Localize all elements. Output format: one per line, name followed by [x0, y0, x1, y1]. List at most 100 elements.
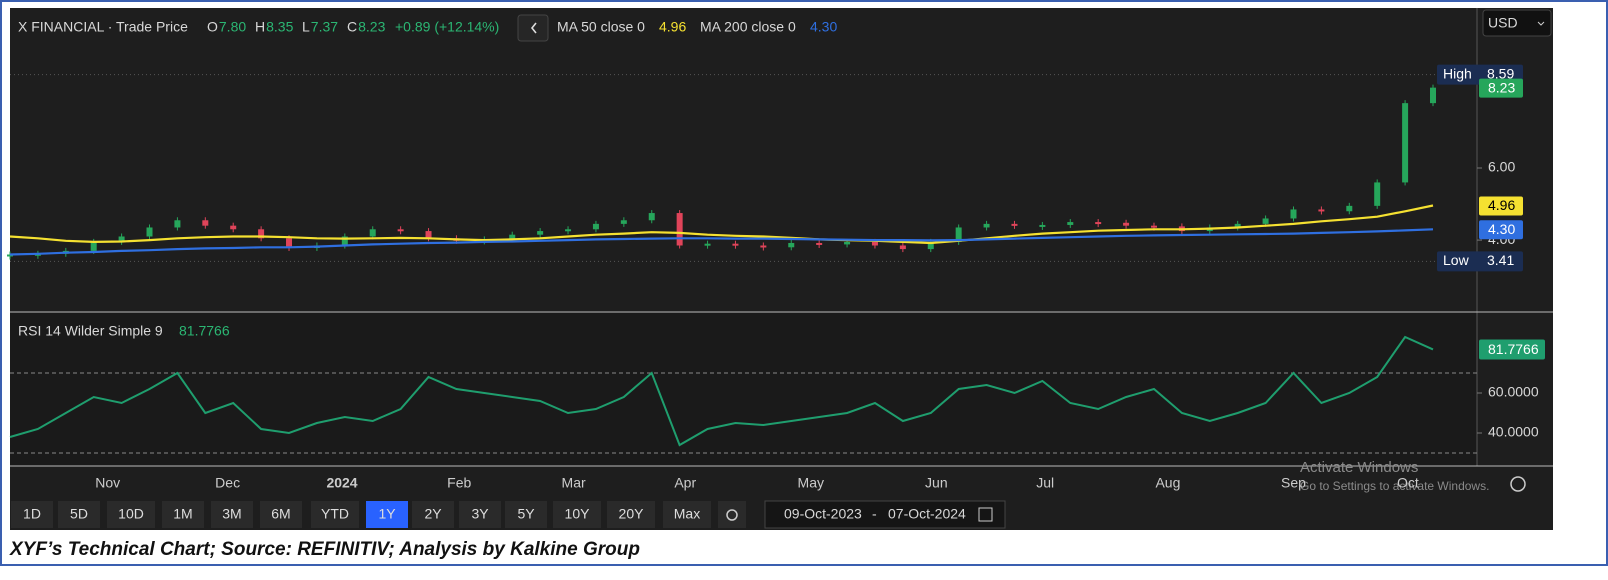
x-tick-label: Jul [1036, 475, 1054, 491]
calendar-icon[interactable] [978, 507, 993, 522]
range-label: 10D [118, 506, 144, 522]
badge [1437, 251, 1523, 272]
range-label: 3M [222, 506, 241, 522]
caret [1537, 21, 1545, 26]
y-tick-label: 6.00 [1488, 159, 1515, 175]
caption: XYF’s Technical Chart; Source: REFINITIV… [9, 539, 640, 560]
x-tick-label: 2024 [326, 475, 357, 491]
candle [1374, 182, 1381, 206]
candle [676, 213, 683, 246]
ohlc-label: C [347, 19, 357, 35]
date-range[interactable] [764, 500, 1006, 529]
range-button[interactable] [211, 501, 253, 528]
candle [1290, 209, 1297, 219]
rsi-badge-value: 81.7766 [1488, 341, 1539, 357]
candle [90, 241, 97, 251]
candle [704, 243, 711, 246]
currency-select[interactable] [1482, 9, 1552, 37]
settings-icon[interactable] [1510, 476, 1526, 492]
range-label: 1M [173, 506, 192, 522]
range-label: 1D [23, 506, 41, 522]
range-button[interactable] [607, 501, 655, 528]
candle [620, 220, 627, 224]
candle [1234, 223, 1241, 228]
x-tick-label: Dec [215, 475, 240, 491]
ma200-value: 4.30 [810, 19, 837, 35]
rsi-badge [1479, 339, 1545, 360]
ma200-label: MA 200 close 0 [700, 19, 796, 35]
candle [341, 236, 348, 246]
symbol: X FINANCIAL · Trade Price [18, 19, 188, 35]
range-button[interactable] [311, 501, 359, 528]
range-label: 6M [271, 506, 290, 522]
range-label: 10Y [565, 506, 591, 522]
ma-badge [1479, 196, 1523, 216]
range-button[interactable] [459, 501, 501, 528]
candle [397, 229, 404, 232]
candle [509, 234, 516, 240]
candle [369, 229, 376, 237]
candle [1095, 222, 1102, 225]
date-from: 09-Oct-2023 [784, 506, 862, 522]
candle [1402, 103, 1409, 183]
range-button[interactable] [663, 501, 711, 528]
range-button[interactable] [553, 501, 601, 528]
range-label: Max [674, 506, 700, 522]
x-tick-label: Oct [1397, 475, 1419, 491]
ohlc-value: 7.80 [219, 19, 246, 35]
candle [844, 241, 851, 245]
ohlc-label: L [302, 19, 310, 35]
range-label: 5D [70, 506, 88, 522]
range-button[interactable] [162, 501, 204, 528]
range-button[interactable] [11, 501, 53, 528]
candle [816, 242, 823, 245]
rsi-value: 81.7766 [179, 323, 230, 339]
badge-label: High [1443, 65, 1472, 81]
x-tick-label: Apr [674, 475, 696, 491]
range-button[interactable] [107, 501, 155, 528]
candle [1011, 223, 1018, 226]
range-button[interactable] [366, 501, 408, 528]
candle [7, 254, 13, 257]
candle [648, 213, 655, 221]
x-tick-label: Aug [1155, 475, 1180, 491]
range-label: 3Y [471, 506, 489, 522]
date-to: 07-Oct-2024 [888, 506, 966, 522]
ma50-label: MA 50 close 0 [557, 19, 645, 35]
range-label: 5Y [517, 506, 535, 522]
ohlc-label: H [255, 19, 265, 35]
candle [425, 231, 432, 239]
watermark: Activate Windows [1300, 459, 1418, 476]
badge-label: Low [1443, 252, 1470, 268]
ma-badge-value: 4.30 [1488, 221, 1515, 237]
price-badge-value: 8.23 [1488, 79, 1515, 95]
candle [230, 225, 237, 230]
candle [258, 229, 265, 239]
candle [202, 220, 209, 226]
candle [537, 231, 544, 235]
range-button[interactable] [58, 501, 100, 528]
candle [565, 229, 572, 232]
x-tick-label: Feb [447, 475, 471, 491]
x-tick-label: May [798, 475, 824, 491]
range-button[interactable] [412, 501, 454, 528]
range-label: 1Y [378, 506, 396, 522]
x-tick-label: Sep [1281, 475, 1306, 491]
candle [955, 227, 962, 242]
y-tick-label: 60.0000 [1488, 384, 1539, 400]
range-label: 2Y [424, 506, 442, 522]
candle [927, 241, 934, 250]
watermark: Go to Settings to activate Windows. [1300, 479, 1489, 493]
gear-button[interactable] [718, 501, 746, 528]
range-button[interactable] [260, 501, 302, 528]
range-label: 20Y [619, 506, 645, 522]
candle [1262, 218, 1269, 224]
candle [174, 220, 181, 228]
rsi-bg [10, 313, 1477, 466]
range-button[interactable] [505, 501, 547, 528]
change: +0.89 (+12.14%) [395, 19, 499, 35]
candle [983, 223, 990, 228]
candle [1318, 209, 1325, 212]
y-tick-label: 40.0000 [1488, 424, 1539, 440]
